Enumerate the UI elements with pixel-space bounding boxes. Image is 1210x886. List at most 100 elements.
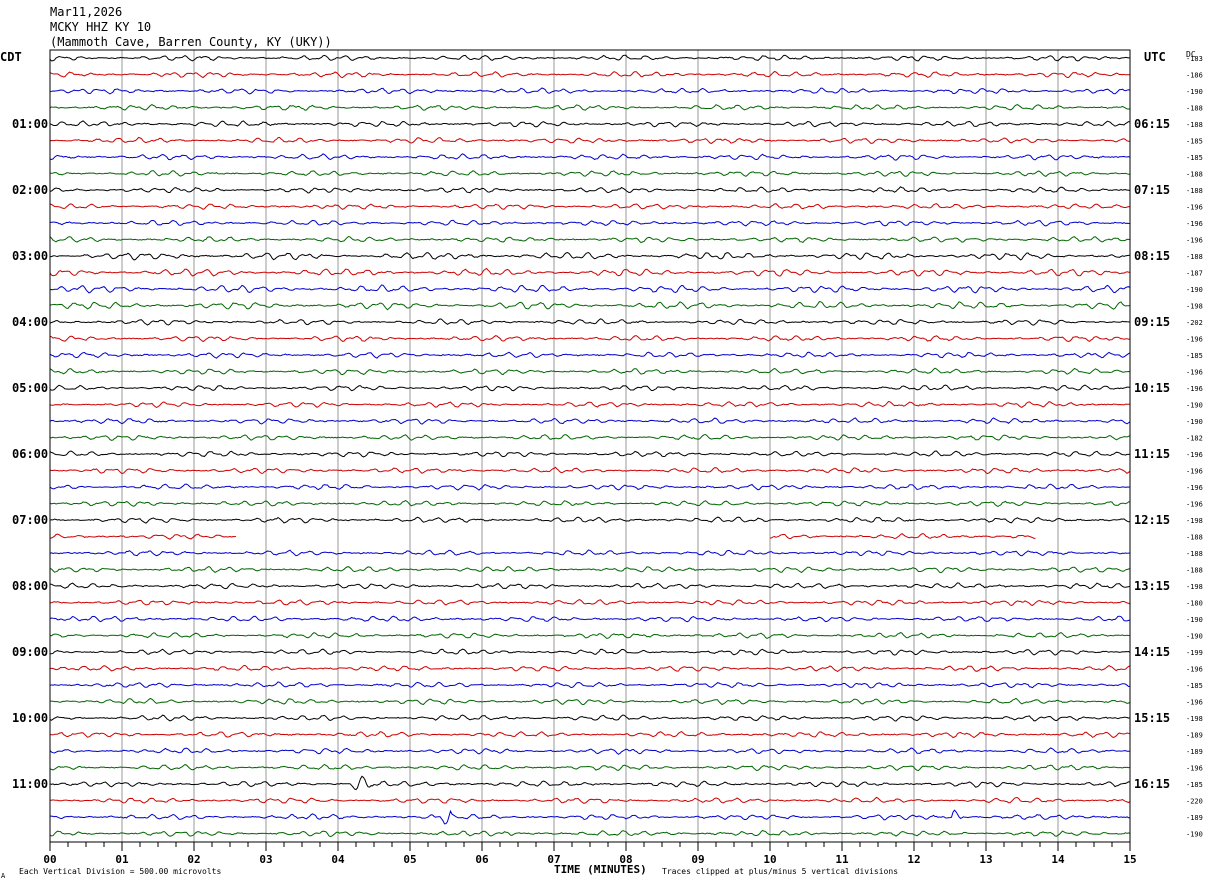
x-tick-group: 00 01 02 03 04 05 06 07 08 09 10 11 12 13 14 15 (43, 842, 1137, 866)
dc-value-label: -185 (1186, 154, 1203, 162)
trace-7 (49, 170, 1131, 177)
dc-label-group: -183 -186 -190 -188 -188 -185 -185 -188 -188 -196… (1186, 55, 1203, 839)
right-hour-label: 10:15 (1134, 381, 1170, 395)
right-hour-label: 09:15 (1134, 315, 1170, 329)
header-location: (Mammoth Cave, Barren County, KY (UKY)) (50, 35, 332, 49)
dc-value-label: -185 (1186, 138, 1203, 146)
trace-26 (49, 483, 1131, 491)
trace-12 (50, 251, 1131, 261)
trace-30 (49, 549, 1131, 557)
x-tick-label-08: 08 (619, 853, 632, 866)
left-hour-label: 02:00 (12, 183, 48, 197)
left-hour-label: 11:00 (12, 777, 48, 791)
left-hour-label: 10:00 (12, 711, 48, 725)
dc-value-label: -185 (1186, 352, 1203, 360)
left-hour-label: 09:00 (12, 645, 48, 659)
dc-value-label: -198 (1186, 715, 1203, 723)
x-tick-label-12: 12 (907, 853, 920, 866)
x-tick-label-06: 06 (475, 853, 489, 866)
right-hour-label: 06:15 (1134, 117, 1170, 131)
corner-mark: A (1, 872, 6, 880)
right-hour-label: 07:15 (1134, 183, 1170, 197)
dc-value-label: -190 (1186, 616, 1203, 624)
trace-24 (49, 450, 1131, 458)
trace-44 (49, 775, 1131, 791)
right-hour-label: 12:15 (1134, 513, 1170, 527)
trace-13 (49, 267, 1131, 277)
right-timezone-label: UTC (1144, 50, 1166, 64)
dc-value-label: -220 (1186, 798, 1203, 806)
trace-14 (49, 284, 1131, 294)
trace-17 (49, 335, 1131, 343)
dc-value-label: -187 (1186, 270, 1203, 278)
dc-value-label: -196 (1186, 237, 1203, 245)
trace-11 (49, 235, 1131, 244)
left-hour-label: 03:00 (12, 249, 48, 263)
trace-21 (49, 400, 1131, 408)
dc-value-label: -196 (1186, 666, 1203, 674)
dc-value-label: -189 (1186, 748, 1203, 756)
left-hour-label: 06:00 (12, 447, 48, 461)
dc-value-label: -190 (1186, 286, 1203, 294)
trace-45 (49, 796, 1131, 804)
x-tick-label-11: 11 (835, 853, 849, 866)
scale-note: Each Vertical Division = 500.00 microvol… (19, 867, 221, 876)
trace-18 (49, 351, 1131, 359)
trace-34 (49, 615, 1131, 623)
trace-9 (49, 203, 1131, 210)
trace-41 (49, 731, 1131, 739)
trace-47 (49, 829, 1131, 838)
dc-value-label: -185 (1186, 682, 1203, 690)
trace-33 (50, 599, 1131, 607)
dc-value-label: -196 (1186, 204, 1203, 212)
dc-value-label: -182 (1186, 435, 1203, 443)
header-date: Mar11,2026 (50, 5, 122, 19)
trace-20 (49, 384, 1131, 392)
right-hour-label: 16:15 (1134, 777, 1170, 791)
dc-value-label: -196 (1186, 336, 1203, 344)
trace-29 (50, 534, 1130, 540)
dc-value-label: -188 (1186, 567, 1203, 575)
dc-value-label: -198 (1186, 517, 1203, 525)
trace-23 (49, 433, 1131, 441)
left-hour-label: 05:00 (12, 381, 48, 395)
x-tick-label-07: 07 (547, 853, 560, 866)
dc-value-label: -188 (1186, 171, 1203, 179)
hour-label-group: 01:00 02:00 03:00 04:00 05:00 06:00 07:00 08:00… (12, 117, 1170, 791)
dc-value-label: -188 (1186, 534, 1203, 542)
trace-36 (50, 648, 1131, 656)
clip-note: Traces clipped at plus/minus 5 vertical … (662, 867, 898, 876)
dc-value-label: -185 (1186, 781, 1203, 789)
left-timezone-label: CDT (0, 50, 22, 64)
dc-value-label: -188 (1186, 121, 1203, 129)
dc-value-label: -190 (1186, 633, 1203, 641)
trace-19 (49, 367, 1131, 376)
trace-42 (49, 747, 1131, 755)
x-tick-label-10: 10 (763, 853, 776, 866)
x-tick-label-03: 03 (259, 853, 272, 866)
trace-4 (49, 120, 1131, 128)
left-hour-label: 04:00 (12, 315, 48, 329)
dc-value-label: -202 (1186, 319, 1203, 327)
trace-40 (49, 714, 1131, 722)
trace-16 (49, 318, 1131, 326)
dc-value-label: -190 (1186, 402, 1203, 410)
dc-value-label: -190 (1186, 88, 1203, 96)
trace-6 (49, 153, 1131, 161)
trace-46 (50, 809, 1130, 825)
dc-value-label: -188 (1186, 187, 1203, 195)
trace-3 (49, 104, 1131, 111)
x-tick-label-02: 02 (187, 853, 200, 866)
dc-value-label: -196 (1186, 765, 1203, 773)
dc-header-label: DC (1186, 50, 1196, 59)
dc-value-label: -199 (1186, 649, 1203, 657)
dc-value-label: -189 (1186, 814, 1203, 822)
right-hour-label: 13:15 (1134, 579, 1170, 593)
trace-28 (49, 516, 1130, 524)
trace-15 (49, 300, 1131, 311)
dc-value-label: -196 (1186, 699, 1203, 707)
right-hour-label: 15:15 (1134, 711, 1170, 725)
x-tick-label-00: 00 (43, 853, 56, 866)
x-tick-label-13: 13 (979, 853, 992, 866)
x-tick-label-14: 14 (1051, 853, 1065, 866)
